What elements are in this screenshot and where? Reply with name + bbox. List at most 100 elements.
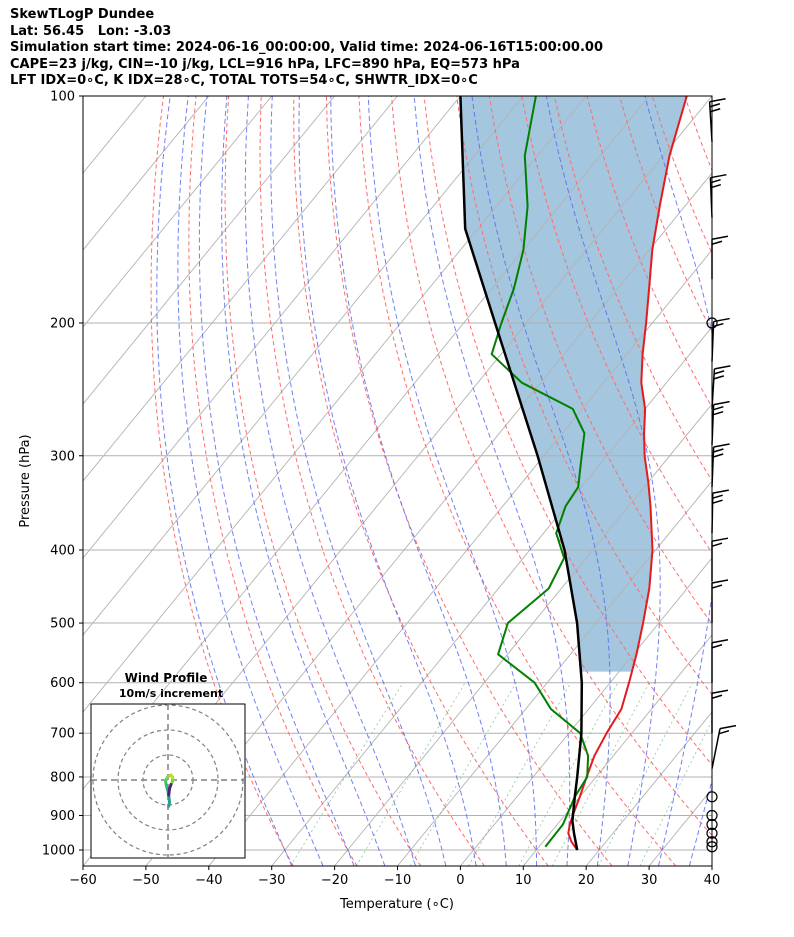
wind-barb-flag <box>718 729 730 735</box>
wind-barb-flag <box>712 494 723 499</box>
wind-barb-flag <box>711 240 723 245</box>
calm-wind-circle <box>706 827 718 839</box>
y-tick-label: 200 <box>50 316 75 331</box>
wind-barb-flag <box>709 98 726 103</box>
calm-wind-circle <box>706 317 718 329</box>
x-tick-label: −20 <box>321 873 348 888</box>
isotherm-gridline <box>83 96 398 482</box>
isotherm-gridline <box>83 96 210 251</box>
calm-wind-circle <box>706 791 718 803</box>
calm-wind-circle <box>706 841 718 853</box>
wind-barb-flag <box>712 499 723 504</box>
wind-barb-staff <box>711 321 715 362</box>
wind-barb-flag <box>713 375 725 380</box>
wind-barb-flag <box>711 644 723 649</box>
x-tick-label: 10 <box>515 873 532 888</box>
dry-adiabat <box>783 96 794 866</box>
x-tick-label: −10 <box>384 873 411 888</box>
dry-adiabat <box>717 96 794 866</box>
wind-barb-flag <box>711 579 729 584</box>
mixing-ratio-line <box>639 719 712 866</box>
dry-adiabat <box>259 96 485 866</box>
title-line-indices-2: LFT IDX=0∘C, K IDX=28∘C, TOTAL TOTS=54∘C… <box>10 73 478 88</box>
dry-adiabat <box>358 96 677 866</box>
wind-barb-flag <box>711 537 729 542</box>
y-tick-label: 800 <box>50 770 75 785</box>
moist-adiabat <box>330 96 507 866</box>
wind-barb-flag <box>709 108 721 113</box>
y-tick-label: 700 <box>50 727 75 742</box>
x-tick-label: −40 <box>195 873 222 888</box>
isotherm-gridline <box>83 96 587 713</box>
dry-adiabat <box>651 96 712 255</box>
x-tick-label: −50 <box>132 873 159 888</box>
mixing-ratio-line <box>468 682 572 866</box>
temperature-line <box>567 96 688 851</box>
moist-adiabat <box>688 778 712 866</box>
calm-wind-circle <box>706 809 718 822</box>
moist-adiabat <box>244 96 416 866</box>
wind-barb-flag <box>713 317 730 323</box>
y-tick-label: 500 <box>50 617 75 632</box>
dewpoint-line <box>490 96 590 848</box>
parcel-line <box>459 96 584 851</box>
mixing-ratio-line <box>598 682 693 866</box>
isotherm-gridline <box>522 634 712 866</box>
dry-adiabat <box>391 96 712 837</box>
moist-adiabat <box>413 96 571 866</box>
isotherm-gridline <box>83 96 335 405</box>
isotherm-gridline <box>145 172 712 866</box>
y-tick-label: 100 <box>50 90 75 105</box>
isotherm-gridline <box>83 96 524 636</box>
y-tick-label: 300 <box>50 449 75 464</box>
wind-profile-inset: Wind Profile 10m/s increment <box>90 671 246 859</box>
wind-barb-staff <box>711 493 714 534</box>
title-line-station: SkewTLogP Dundee <box>10 7 155 22</box>
wind-barb-staff <box>709 177 713 218</box>
wind-barb-flag <box>713 405 724 411</box>
dry-adiabat <box>553 96 712 482</box>
isotherm-gridline <box>460 557 712 866</box>
wind-barb-staff <box>708 101 713 142</box>
wind-barb-staff <box>711 368 716 409</box>
mixing-ratio-line <box>410 682 517 866</box>
mixing-ratio-line <box>355 682 466 866</box>
inset-subtitle: 10m/s increment <box>119 687 223 700</box>
wind-barb-flag <box>709 103 721 108</box>
wind-barb-flag <box>711 694 723 699</box>
wind-barb-flag <box>714 365 731 370</box>
wind-barb-flag <box>719 724 737 730</box>
isotherm-gridline <box>208 249 712 866</box>
isotherm-gridline <box>271 326 712 866</box>
moist-adiabat <box>270 96 447 866</box>
moist-adiabat <box>298 96 477 866</box>
calm-wind-circle <box>706 836 718 848</box>
moist-adiabat <box>221 96 386 866</box>
wind-barb-flag <box>711 542 723 547</box>
calm-wind-circle <box>706 818 718 831</box>
wind-barb-flag <box>713 400 730 406</box>
dry-adiabat <box>456 96 712 696</box>
hodograph-segment <box>167 787 171 797</box>
y-tick-label: 1000 <box>42 844 75 859</box>
x-tick-label: 30 <box>641 873 658 888</box>
wind-barb-staff <box>711 728 721 769</box>
title-line-indices-1: CAPE=23 j/kg, CIN=-10 j/kg, LCL=916 hPa,… <box>10 56 520 72</box>
wind-barb-flag <box>713 322 724 328</box>
isotherm-gridline <box>83 96 273 328</box>
moist-adiabat <box>156 96 293 866</box>
moist-adiabat <box>367 96 538 866</box>
dry-adiabat <box>750 96 794 866</box>
wind-barb-flag <box>712 410 724 416</box>
x-axis-label: Temperature (∘C) <box>339 897 454 912</box>
wind-barb-staff <box>711 404 715 445</box>
dry-adiabat <box>325 96 613 866</box>
wind-barb-flag <box>710 173 727 179</box>
x-tick-label: 20 <box>578 873 595 888</box>
x-tick-label: −30 <box>258 873 285 888</box>
y-axis-label: Pressure (hPa) <box>18 434 33 527</box>
title-line-location: Lat: 56.45 Lon: -3.03 <box>10 23 172 39</box>
isotherm-gridline <box>648 788 712 866</box>
dry-adiabat <box>188 96 358 866</box>
wind-barb-flag <box>712 453 724 458</box>
